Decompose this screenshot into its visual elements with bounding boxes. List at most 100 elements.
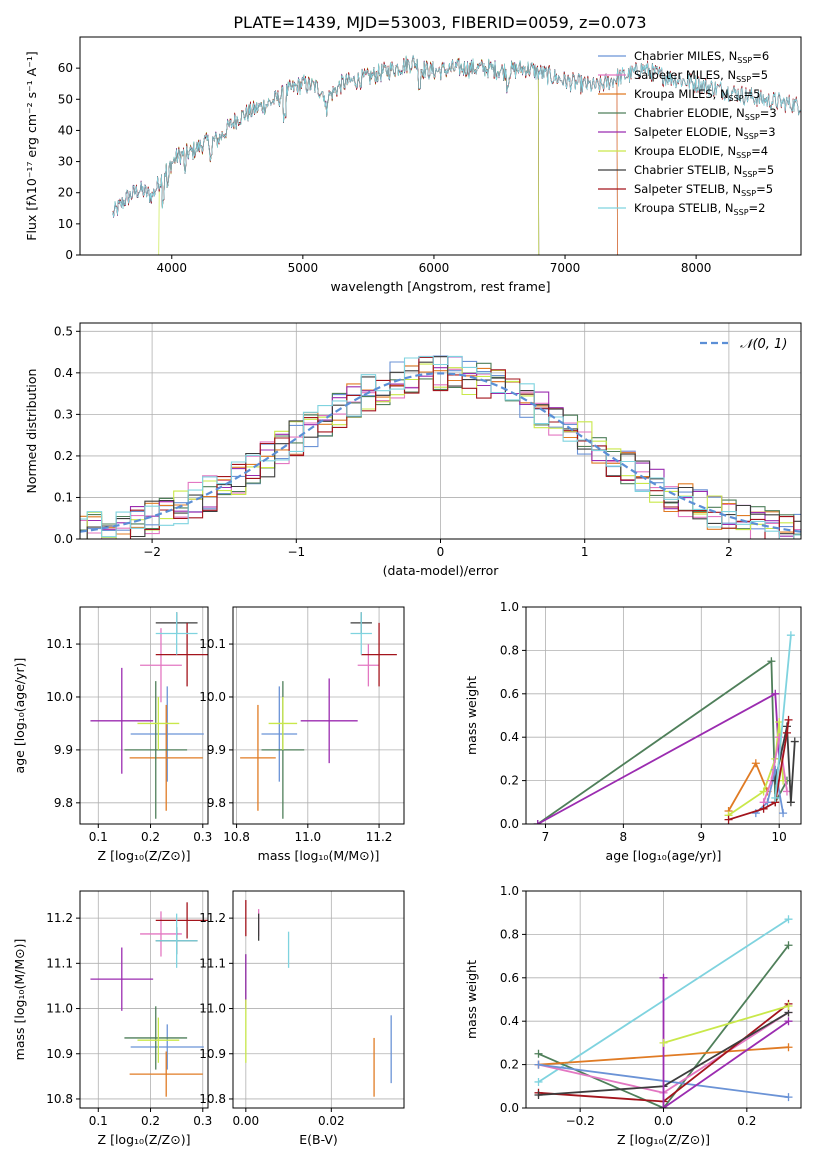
- histogram-chabrier-stelib: [80, 356, 801, 539]
- x-tick-label: 7: [542, 830, 550, 844]
- spectrum-line-salpeter-elodie: [112, 56, 540, 255]
- y-tick-label: 10.9: [46, 1047, 73, 1061]
- y-tick-label: 9.9: [54, 743, 73, 757]
- legend-entry: Chabrier STELIB, NSSP=5: [634, 163, 774, 179]
- axes-frame: [79, 36, 802, 256]
- weight-series-kroupa-elodie: [659, 1002, 793, 1047]
- y-tick-label: 9.9: [207, 743, 226, 757]
- errorbar-salpeter-stelib: [361, 622, 397, 687]
- y-tick-label: 11.1: [199, 956, 226, 970]
- weight-marker: [751, 759, 760, 768]
- x-tick-label: 2: [725, 545, 733, 559]
- y-axis-label: mass weight: [464, 960, 479, 1039]
- weight-line: [774, 635, 792, 799]
- weight-marker: [784, 715, 793, 724]
- ebv-mass-panel: 0.00 0.02 10.8 10.9 11.0 11.1 11.2 E(B-V): [199, 890, 405, 1147]
- weight-marker: [533, 820, 542, 824]
- x-axis-label: Z [log₁₀(Z/Z⊙)]: [617, 1132, 710, 1147]
- weight-marker: [771, 776, 780, 785]
- y-tick-label: 0.6: [500, 971, 519, 985]
- y-tick-label: 11.0: [46, 1002, 73, 1016]
- y-tick-label: 1.0: [500, 884, 519, 898]
- x-tick-label: 9: [697, 830, 705, 844]
- x-tick-label: 10: [772, 830, 787, 844]
- errorbar-salpeter-miles: [140, 911, 182, 957]
- errorbar-salpeter-miles: [357, 644, 380, 687]
- y-tick-label: 11.0: [199, 1002, 226, 1016]
- errorbar-salpeter-stelib: [155, 622, 208, 687]
- panels: 4000 5000 6000 7000 80000102030405060wavelen…: [12, 36, 802, 1147]
- x-tick-label: 0.0: [654, 1114, 673, 1128]
- x-tick-label: 0.3: [193, 1114, 212, 1128]
- histogram-salpeter-stelib: [80, 356, 801, 539]
- mass-age-plot: [240, 612, 397, 819]
- y-tick-label: 10.0: [46, 690, 73, 704]
- weight-line: [774, 726, 796, 803]
- errorbar-salpeter-miles: [140, 628, 182, 703]
- figure-title: PLATE=1439, MJD=53003, FIBERID=0059, z=0…: [233, 13, 646, 32]
- legend-entry: Salpeter ELODIE, NSSP=3: [634, 125, 776, 141]
- normal-curve: [80, 372, 801, 533]
- x-tick-label: 0.3: [193, 830, 212, 844]
- y-axis-label: mass [log₁₀(M/M⊙)]: [12, 939, 27, 1061]
- weight-marker: [759, 787, 768, 796]
- weight-marker: [771, 793, 780, 802]
- errorbar-chabrier-elodie: [124, 1006, 188, 1070]
- z-mass-panel: 0.1 0.2 0.3 10.8 10.9 11.0 11.1 11.2 Z [log₁₀(Z/…: [12, 890, 212, 1147]
- y-tick-label: 0.8: [500, 927, 519, 941]
- y-tick-label: 0.4: [54, 366, 73, 380]
- legend-entry: Chabrier MILES, NSSP=6: [634, 49, 769, 65]
- x-axis-label: wavelength [Angstrom, rest frame]: [330, 279, 550, 294]
- errorbar-kroupa-elodie: [137, 696, 180, 750]
- y-tick-label: 0.2: [500, 1058, 519, 1072]
- x-tick-label: −0.2: [566, 1114, 595, 1128]
- x-tick-label: −2: [143, 545, 161, 559]
- y-tick-label: 10.9: [199, 1047, 226, 1061]
- ebv-mass-plot: [245, 900, 392, 1097]
- weight-marker: [771, 689, 780, 698]
- y-tick-label: 0.4: [500, 1014, 519, 1028]
- weight-marker: [782, 728, 791, 737]
- y-tick-label: 0.3: [54, 407, 73, 421]
- weight-marker: [784, 1043, 793, 1052]
- errorbar-salpeter-elodie: [300, 678, 358, 764]
- x-tick-label: 0.2: [141, 1114, 160, 1128]
- y-axis-label: Flux [fλ10⁻¹⁷ erg cm⁻² s⁻¹ A⁻¹]: [24, 51, 39, 240]
- y-tick-label: 0.0: [500, 1101, 519, 1115]
- x-tick-label: 11.2: [366, 830, 393, 844]
- x-tick-label: 0.2: [737, 1114, 756, 1128]
- x-tick-label: 0.2: [141, 830, 160, 844]
- x-axis-label: mass [log₁₀(M/M⊙)]: [258, 848, 380, 863]
- weight-series-salpeter-elodie: [533, 689, 784, 824]
- legend-entry: Chabrier ELODIE, NSSP=3: [634, 106, 777, 122]
- y-tick-label: 9.8: [207, 796, 226, 810]
- x-tick-label: −1: [287, 545, 305, 559]
- legend-entry: Salpeter MILES, NSSP=5: [634, 68, 768, 84]
- weight-series-salpeter-elodie: [659, 973, 793, 1108]
- weight-line: [538, 944, 790, 1108]
- x-axis-label: age [log₁₀(age/yr)]: [606, 848, 722, 863]
- spectrum-line-chabrier-elodie: [112, 54, 540, 255]
- y-tick-label: 30: [58, 155, 73, 169]
- weight-marker: [534, 1049, 543, 1058]
- y-tick-label: 0.1: [54, 490, 73, 504]
- errorbar-chabrier-miles: [130, 1024, 204, 1070]
- y-tick-label: 1.0: [500, 600, 519, 614]
- y-axis-label: mass weight: [464, 676, 479, 755]
- weight-marker: [790, 737, 799, 746]
- z-weight-panel: −0.2 0.0 0.2 0.0 0.2 0.4 0.6 0.8 1.0 Z [log₁₀(Z/Z…: [464, 884, 802, 1147]
- weight-marker: [534, 1090, 543, 1099]
- spectrum-legend: Chabrier MILES, NSSP=6 Salpeter MILES, NS…: [598, 49, 777, 217]
- y-tick-label: 60: [58, 61, 73, 75]
- y-tick-label: 10.8: [199, 1092, 226, 1106]
- age-weight-panel: 7 8 9 10 0.0 0.2 0.4 0.6 0.8 1.0 age [log₁₀(age/yr…: [464, 600, 802, 863]
- x-tick-label: 5000: [288, 261, 319, 275]
- weight-series-salpeter-stelib: [724, 715, 793, 824]
- y-tick-label: 0.6: [500, 687, 519, 701]
- weight-series-chabrier-elodie: [533, 657, 791, 824]
- y-axis-label: Normed distribution: [24, 369, 39, 494]
- y-tick-label: 0.2: [500, 774, 519, 788]
- weight-marker: [724, 815, 733, 824]
- axes-frame: [79, 890, 209, 1109]
- legend-entry: Salpeter STELIB, NSSP=5: [634, 182, 773, 198]
